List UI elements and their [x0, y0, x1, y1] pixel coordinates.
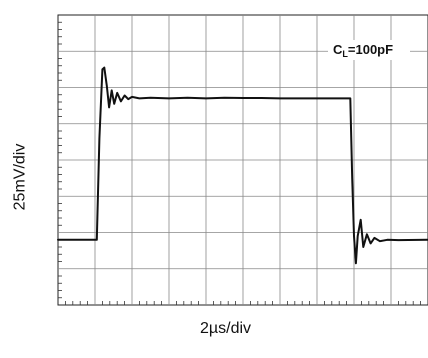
minor-ticks — [58, 21, 422, 305]
y-axis-label-text: 25mV/div — [11, 143, 29, 211]
x-axis-label: 2µs/div — [200, 320, 252, 337]
load-capacitance-annotation: CL=100pF — [328, 40, 410, 60]
annotation-subscript: L — [342, 49, 348, 59]
y-axis-label: 25mV/div — [8, 122, 32, 232]
grid — [58, 15, 428, 305]
annotation-rest: =100pF — [348, 42, 393, 57]
annotation-label: CL=100pF — [333, 42, 393, 59]
annotation-background — [328, 40, 410, 60]
waveform-trace — [57, 66, 428, 265]
series-line — [57, 66, 428, 265]
annotation-base: C — [333, 42, 343, 57]
